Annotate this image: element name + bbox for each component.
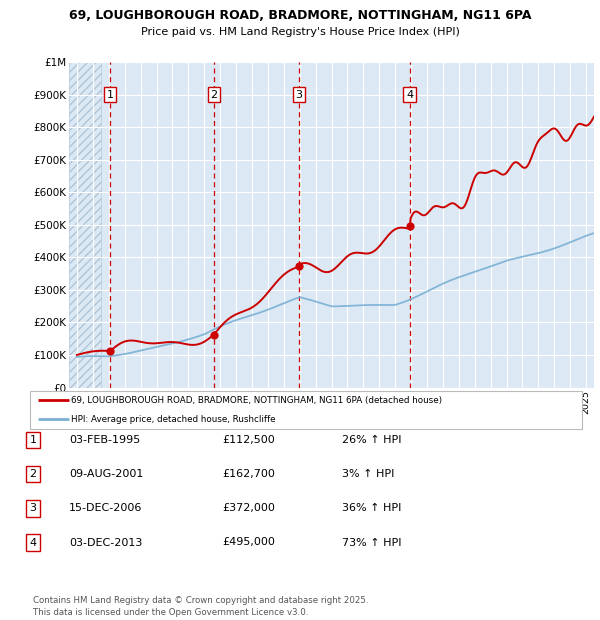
- Text: 73% ↑ HPI: 73% ↑ HPI: [342, 538, 401, 547]
- Text: 4: 4: [406, 89, 413, 100]
- Point: [106, 346, 115, 356]
- Text: HPI: Average price, detached house, Rushcliffe: HPI: Average price, detached house, Rush…: [71, 415, 276, 424]
- FancyBboxPatch shape: [30, 391, 582, 429]
- Text: 15-DEC-2006: 15-DEC-2006: [69, 503, 142, 513]
- Text: Price paid vs. HM Land Registry's House Price Index (HPI): Price paid vs. HM Land Registry's House …: [140, 27, 460, 37]
- Text: 69, LOUGHBOROUGH ROAD, BRADMORE, NOTTINGHAM, NG11 6PA: 69, LOUGHBOROUGH ROAD, BRADMORE, NOTTING…: [69, 9, 531, 22]
- Text: Contains HM Land Registry data © Crown copyright and database right 2025.
This d: Contains HM Land Registry data © Crown c…: [33, 596, 368, 617]
- Text: 2: 2: [211, 89, 217, 100]
- Text: 03-DEC-2013: 03-DEC-2013: [69, 538, 142, 547]
- Text: 3: 3: [296, 89, 302, 100]
- Point: [209, 330, 219, 340]
- Text: £162,700: £162,700: [222, 469, 275, 479]
- Text: 4: 4: [29, 538, 37, 547]
- Point: [294, 262, 304, 272]
- Text: 3: 3: [29, 503, 37, 513]
- Text: 36% ↑ HPI: 36% ↑ HPI: [342, 503, 401, 513]
- Text: 03-FEB-1995: 03-FEB-1995: [69, 435, 140, 445]
- Text: 1: 1: [29, 435, 37, 445]
- Text: £372,000: £372,000: [222, 503, 275, 513]
- Text: 2: 2: [29, 469, 37, 479]
- Text: 1: 1: [107, 89, 114, 100]
- Text: 69, LOUGHBOROUGH ROAD, BRADMORE, NOTTINGHAM, NG11 6PA (detached house): 69, LOUGHBOROUGH ROAD, BRADMORE, NOTTING…: [71, 396, 443, 405]
- Text: 3% ↑ HPI: 3% ↑ HPI: [342, 469, 394, 479]
- Text: £495,000: £495,000: [222, 538, 275, 547]
- Text: 09-AUG-2001: 09-AUG-2001: [69, 469, 143, 479]
- Text: 26% ↑ HPI: 26% ↑ HPI: [342, 435, 401, 445]
- Point: [405, 221, 415, 231]
- Text: £112,500: £112,500: [222, 435, 275, 445]
